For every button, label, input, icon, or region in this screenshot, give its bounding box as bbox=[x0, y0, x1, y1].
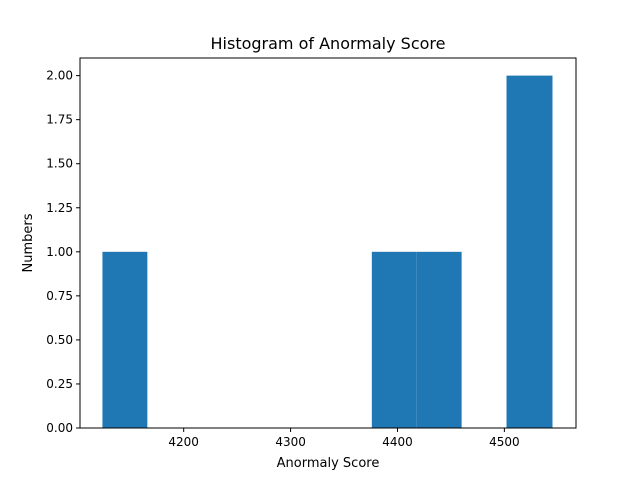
y-tick-label: 2.00 bbox=[46, 69, 73, 83]
histogram-bar bbox=[506, 75, 553, 428]
y-tick-label: 1.00 bbox=[46, 245, 73, 259]
y-tick-label: 0.00 bbox=[46, 421, 73, 435]
x-tick-label: 4400 bbox=[382, 435, 413, 449]
y-tick-label: 0.50 bbox=[46, 333, 73, 347]
plot-frame bbox=[79, 57, 577, 429]
x-tick-label: 4500 bbox=[489, 435, 520, 449]
y-tick-label: 1.75 bbox=[46, 113, 73, 127]
x-tick-label: 4200 bbox=[168, 435, 199, 449]
y-axis-ticks: 0.00 0.25 0.50 0.75 1.00 1.25 1.50 1.75 2.00 bbox=[46, 69, 80, 435]
histogram-bar bbox=[416, 251, 462, 428]
y-tick-label: 1.25 bbox=[46, 201, 73, 215]
chart-title: Histogram of Anormaly Score bbox=[211, 34, 446, 53]
histogram-bar bbox=[102, 251, 148, 428]
y-axis-label: Numbers bbox=[21, 213, 36, 272]
x-axis-ticks: 4200 4300 4400 4500 bbox=[168, 428, 520, 449]
y-tick-label: 0.75 bbox=[46, 289, 73, 303]
y-tick-label: 1.50 bbox=[46, 157, 73, 171]
histogram-bar bbox=[371, 251, 417, 428]
x-tick-label: 4300 bbox=[275, 435, 306, 449]
y-tick-label: 0.25 bbox=[46, 377, 73, 391]
x-axis-label: Anormaly Score bbox=[277, 456, 380, 471]
bars-group bbox=[102, 75, 553, 428]
